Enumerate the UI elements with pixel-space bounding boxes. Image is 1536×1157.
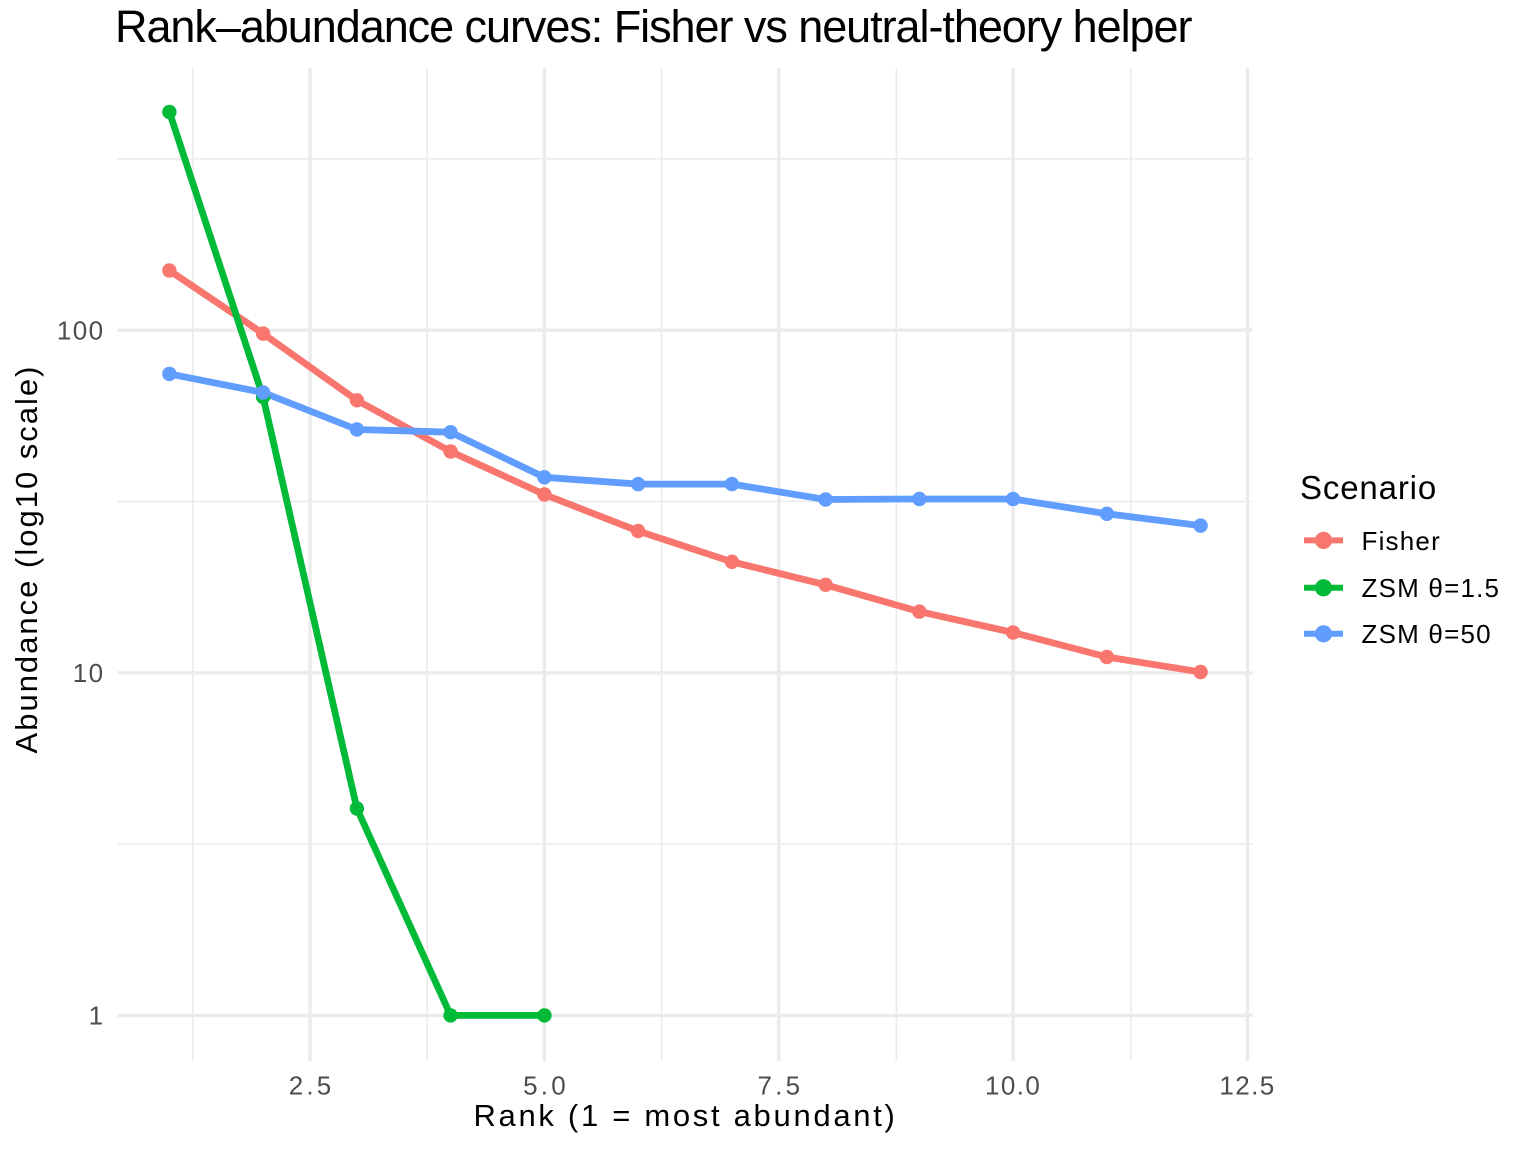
svg-text:Fisher: Fisher (1362, 526, 1441, 556)
svg-text:ZSM θ=50: ZSM θ=50 (1362, 619, 1492, 649)
svg-text:7.5: 7.5 (758, 1071, 804, 1101)
svg-text:10: 10 (73, 658, 105, 688)
svg-text:100: 100 (57, 315, 105, 345)
svg-text:Rank–abundance curves: Fisher: Rank–abundance curves: Fisher vs neutral… (115, 1, 1192, 52)
svg-text:10.0: 10.0 (985, 1071, 1041, 1101)
svg-text:5.0: 5.0 (523, 1071, 569, 1101)
svg-text:Scenario: Scenario (1300, 469, 1437, 506)
svg-text:ZSM θ=1.5: ZSM θ=1.5 (1362, 573, 1501, 603)
svg-text:Rank (1 = most abundant): Rank (1 = most abundant) (473, 1098, 897, 1133)
svg-text:1: 1 (89, 1001, 105, 1031)
svg-text:Abundance (log10 scale): Abundance (log10 scale) (9, 365, 44, 754)
svg-text:12.5: 12.5 (1219, 1071, 1275, 1101)
svg-text:2.5: 2.5 (289, 1071, 335, 1101)
